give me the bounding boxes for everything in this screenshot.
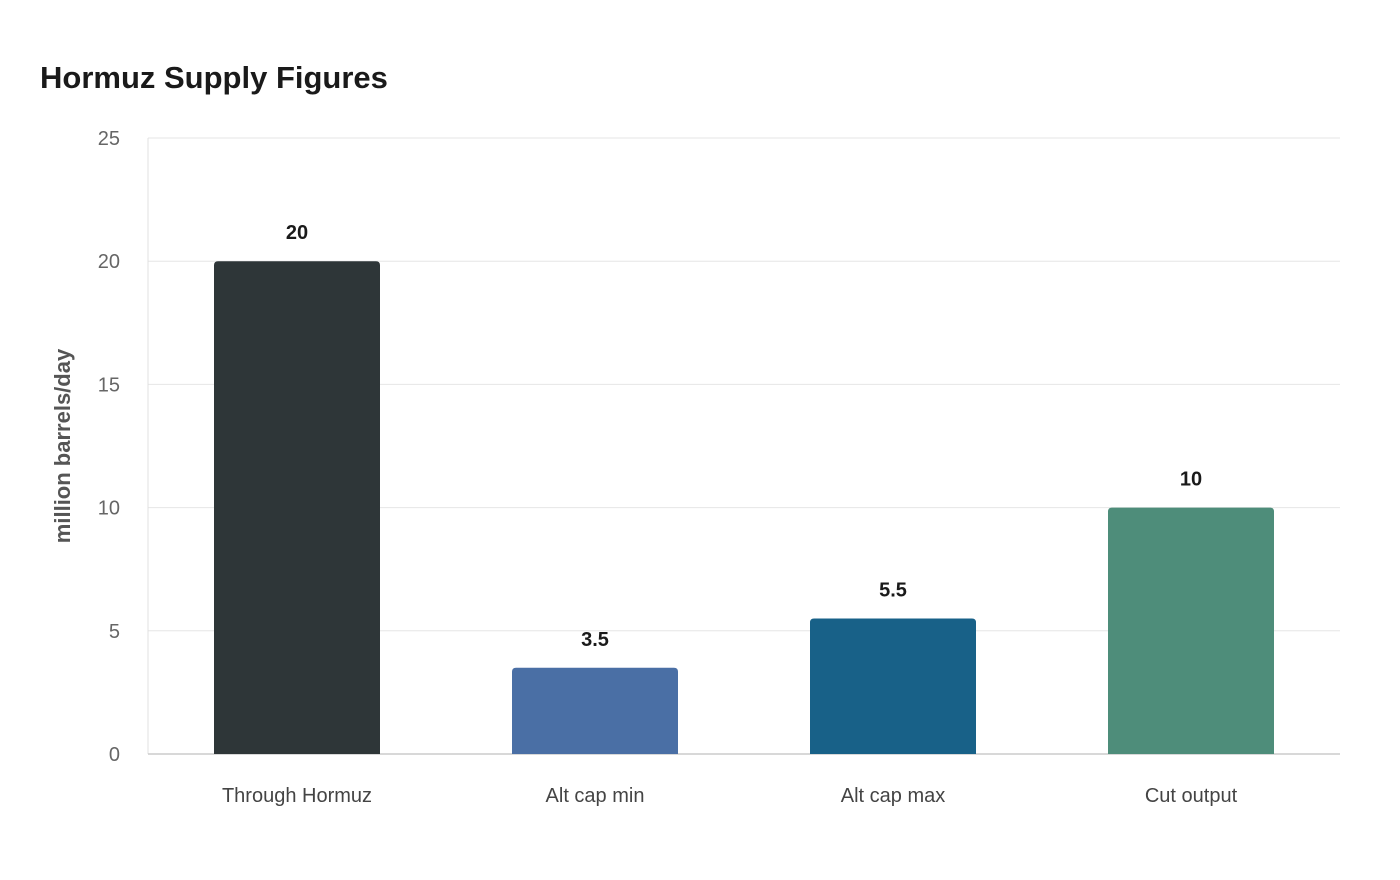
bar	[810, 618, 976, 754]
y-tick-label: 20	[98, 251, 120, 273]
chart-title: Hormuz Supply Figures	[40, 60, 388, 95]
y-tick-label: 15	[98, 374, 120, 396]
bar-value-label: 3.5	[581, 629, 609, 651]
bar	[1108, 507, 1274, 754]
x-tick-label: Alt cap min	[546, 785, 645, 807]
y-tick-label: 5	[109, 621, 120, 643]
y-tick-label: 25	[98, 128, 120, 150]
y-tick-label: 10	[98, 498, 120, 520]
bar-value-label: 10	[1180, 469, 1202, 491]
y-tick-label: 0	[109, 744, 120, 766]
x-tick-label: Alt cap max	[841, 785, 945, 807]
x-tick-label: Cut output	[1145, 785, 1238, 807]
y-axis-title: million barrels/day	[50, 348, 75, 543]
bar-value-label: 5.5	[879, 579, 907, 601]
bar-value-label: 20	[286, 222, 308, 244]
bar	[214, 261, 380, 754]
x-tick-label: Through Hormuz	[222, 785, 372, 807]
bar	[512, 667, 678, 754]
